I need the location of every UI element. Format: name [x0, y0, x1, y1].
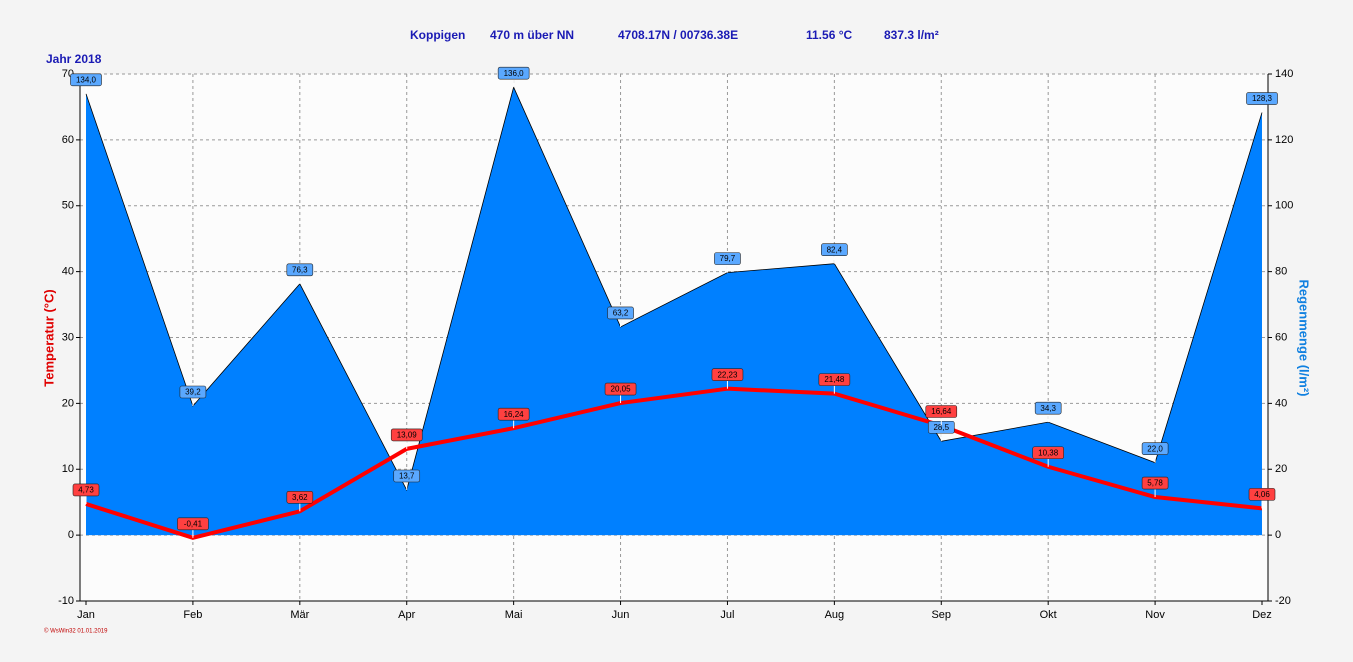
value-label: 13,7	[399, 472, 415, 481]
rain-area	[86, 87, 1262, 536]
marks	[85, 85, 1263, 540]
y2-tick-label: 60	[1275, 331, 1287, 343]
label-box	[179, 385, 207, 399]
x-tick-label: Mär	[290, 609, 309, 621]
value-label: 3,62	[292, 493, 308, 502]
value-label: 10,38	[1038, 448, 1059, 457]
label-box	[1032, 446, 1064, 460]
label-box	[821, 243, 848, 257]
x-tick-label: Jul	[720, 609, 734, 621]
label-box	[818, 373, 851, 386]
value-label: 39,2	[185, 388, 201, 397]
label-box	[607, 306, 634, 320]
value-label: 16,64	[931, 407, 952, 416]
value-label: 4,73	[78, 486, 94, 495]
y-tick-label: 0	[68, 529, 74, 541]
y2-tick-label: 20	[1275, 463, 1287, 475]
label-box	[714, 252, 741, 265]
x-tick-label: Apr	[398, 609, 415, 621]
footer: © WsWin32 01.01.2019	[44, 628, 108, 635]
y-tick-label: 20	[62, 397, 74, 409]
y2-tick-label: -20	[1275, 595, 1291, 607]
value-label: 82,4	[827, 245, 843, 254]
value-label: 22,0	[1147, 444, 1163, 453]
y2-tick-label: 140	[1275, 68, 1293, 80]
x-tick-label: Feb	[183, 609, 202, 621]
label-box	[286, 263, 314, 277]
value-label: 16,24	[504, 410, 525, 419]
label-box	[177, 517, 209, 531]
year-label: Jahr 2018	[46, 52, 102, 66]
value-label: 76,3	[292, 265, 308, 274]
value-label: 4,06	[1254, 490, 1270, 499]
label-box	[497, 407, 530, 421]
value-label: 28,5	[933, 423, 949, 432]
y2-axis-label: Regenmenge (l/m²)	[1297, 279, 1312, 396]
value-label: 128,3	[1252, 94, 1273, 103]
x-tick-label: Mai	[505, 609, 523, 621]
value-label: -0,41	[184, 519, 203, 528]
value-label: 22,23	[717, 370, 738, 379]
x-tick-label: Sep	[931, 609, 951, 621]
label-box	[1248, 488, 1276, 501]
x-tick-label: Okt	[1040, 609, 1057, 621]
mean-temperature: 11.56 °C	[806, 28, 853, 42]
label-box	[390, 428, 423, 442]
value-labels: 134,0 39,2 76,3 13,7 136,0 63,2 79,7 82,4 28,5 34…	[70, 66, 1278, 538]
label-box	[925, 405, 958, 418]
y-tick-label: 30	[62, 331, 74, 343]
value-label: 13,09	[397, 431, 418, 440]
station: Koppigen	[410, 28, 465, 42]
y2-tick-label: 40	[1275, 397, 1287, 409]
coordinates: 4708.17N / 00736.38E	[618, 28, 738, 42]
y2-tick-label: 80	[1275, 266, 1287, 278]
label-box	[393, 469, 421, 483]
x-tick-label: Nov	[1145, 609, 1165, 621]
label-box	[604, 382, 637, 396]
axes: -10010203040506070-20020406080100120140J…	[58, 68, 1293, 621]
y-axis-label: Temperatur (°C)	[41, 289, 56, 386]
y2-tick-label: 100	[1275, 200, 1293, 212]
x-tick-label: Jun	[612, 609, 630, 621]
label-box	[1246, 92, 1278, 105]
y-tick-label: 50	[62, 200, 74, 212]
y-tick-label: 60	[62, 134, 74, 146]
label-box	[72, 483, 100, 497]
label-box	[1141, 442, 1169, 455]
value-label: 34,3	[1040, 404, 1056, 413]
y2-tick-label: 120	[1275, 134, 1293, 146]
rain-outline	[85, 85, 1263, 492]
y-tick-label: 10	[62, 463, 74, 475]
x-tick-label: Aug	[825, 609, 845, 621]
label-box	[70, 73, 102, 87]
x-tick-label: Dez	[1252, 609, 1272, 621]
value-label: 21,48	[824, 375, 845, 384]
value-label: 63,2	[613, 309, 629, 318]
y-tick-label: 40	[62, 266, 74, 278]
y2-tick-label: 0	[1275, 529, 1281, 541]
x-tick-label: Jan	[77, 609, 95, 621]
value-label: 20,05	[611, 385, 632, 394]
temperature-line	[85, 386, 1263, 540]
label-box	[1034, 401, 1062, 415]
value-label: 134,0	[76, 75, 97, 84]
altitude: 470 m über NN	[490, 28, 574, 42]
y-tick-label: -10	[58, 595, 74, 607]
total-rain: 837.3 l/m²	[884, 28, 939, 42]
label-box	[497, 66, 530, 80]
label-box	[1141, 476, 1169, 490]
value-label: 136,0	[504, 69, 525, 78]
label-box	[711, 368, 744, 381]
value-label: 79,7	[720, 254, 736, 263]
label-box	[286, 490, 314, 504]
value-label: 5,78	[1147, 479, 1163, 488]
